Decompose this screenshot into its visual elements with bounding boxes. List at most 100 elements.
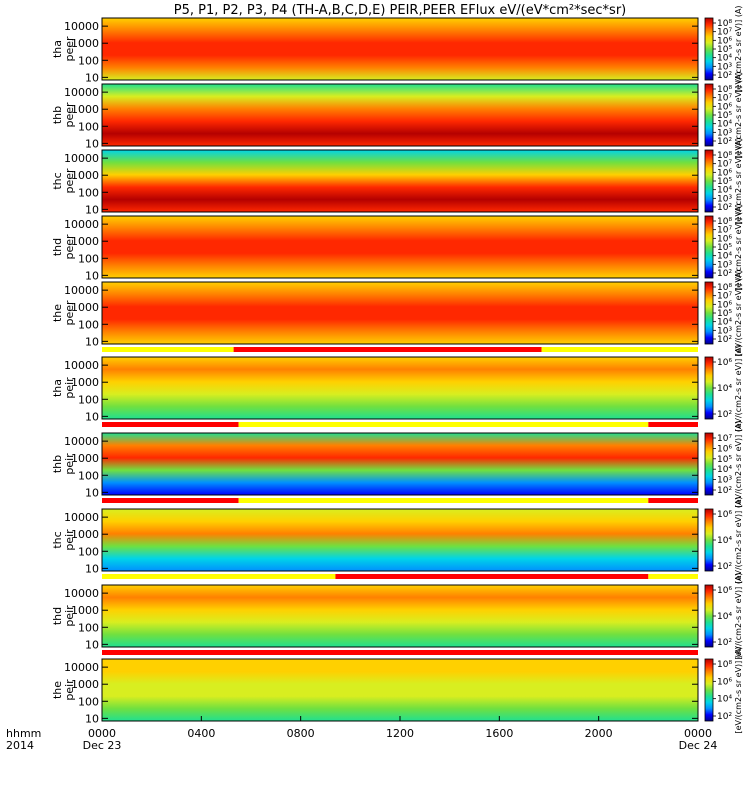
- colorbar-tick-label: 10⁵: [717, 309, 732, 319]
- panel-label-product: peir: [63, 679, 76, 701]
- colorbar-tick-label: 10⁶: [717, 36, 732, 46]
- colorbar-tick-label: 10⁵: [717, 45, 732, 55]
- colorbar-tick-label: 10²: [717, 486, 732, 496]
- spectrogram-heatmap: [102, 18, 698, 80]
- y-tick-label: 10: [85, 410, 99, 423]
- x-date-label: Dec 23: [83, 739, 122, 752]
- colorbar-tick-label: 10⁸: [717, 19, 732, 29]
- y-tick-label: 10: [85, 562, 99, 575]
- y-tick-label: 10000: [64, 511, 99, 524]
- status-bar-yellow: [102, 347, 234, 352]
- panel-label-probe: tha: [51, 40, 64, 58]
- colorbar-tick-label: 10²: [717, 712, 732, 722]
- y-tick-label: 10: [85, 486, 99, 499]
- y-tick-label: 1000: [71, 452, 99, 465]
- x-row-label: hhmm: [6, 727, 41, 740]
- y-tick-label: 10000: [64, 284, 99, 297]
- y-tick-label: 1000: [71, 169, 99, 182]
- colorbar-tick-label: 10⁵: [717, 243, 732, 253]
- status-bar-yellow: [541, 347, 698, 352]
- panel-label-probe: thb: [51, 106, 64, 124]
- spectrogram-heatmap: [102, 659, 698, 721]
- panel-label-product: peer: [63, 36, 76, 62]
- spectrogram-heatmap: [102, 282, 698, 344]
- panel-label-probe: thc: [51, 531, 64, 548]
- colorbar-tick-label: 10⁵: [717, 177, 732, 187]
- colorbar-tick-label: 10³: [717, 260, 732, 270]
- colorbar-tick-label: 10²: [717, 203, 732, 213]
- colorbar: [704, 281, 714, 345]
- y-tick-label: 100: [78, 252, 99, 265]
- colorbar-unit-label: [eV/(cm2-s sr eV)] (A): [734, 5, 743, 92]
- panel-label-product: peir: [63, 529, 76, 551]
- y-tick-label: 1000: [71, 103, 99, 116]
- y-tick-label: 10: [85, 269, 99, 282]
- y-tick-label: 1000: [71, 528, 99, 541]
- spectrogram-heatmap: [102, 84, 698, 146]
- panel-frame: [101, 17, 699, 81]
- x-tick-label: 0000: [88, 727, 116, 740]
- panel-label-product: peir: [63, 605, 76, 627]
- colorbar-unit-label: [eV/(cm2-s sr eV)] (A): [734, 496, 743, 583]
- y-tick-label: 10: [85, 137, 99, 150]
- panel-label-product: peir: [63, 377, 76, 399]
- panel-frame: [101, 356, 699, 420]
- panel-frame: [101, 215, 699, 279]
- colorbar-tick-label: 10⁷: [717, 292, 732, 302]
- status-bar-red: [102, 498, 239, 503]
- panel-label-probe: thd: [51, 238, 64, 256]
- colorbar-tick-label: 10⁸: [717, 217, 732, 227]
- y-tick-label: 100: [78, 695, 99, 708]
- colorbar-unit-label: [eV/(cm2-s sr eV)] (A): [734, 203, 743, 290]
- panel-frame: [101, 83, 699, 147]
- colorbar-tick-label: 10⁴: [717, 612, 732, 622]
- colorbar: [704, 432, 714, 496]
- y-tick-label: 10000: [64, 587, 99, 600]
- colorbar-tick-label: 10³: [717, 194, 732, 204]
- colorbar-tick-label: 10⁶: [717, 358, 732, 368]
- colorbar-tick-label: 10⁵: [717, 111, 732, 121]
- y-tick-label: 1000: [71, 37, 99, 50]
- colorbar-tick-label: 10⁶: [717, 677, 732, 687]
- panel-frame: [101, 149, 699, 213]
- x-tick-label: 0000: [684, 727, 712, 740]
- y-tick-label: 100: [78, 318, 99, 331]
- colorbar-tick-label: 10⁶: [717, 586, 732, 596]
- colorbar-tick-label: 10⁴: [717, 536, 732, 546]
- panel-label-product: peir: [63, 453, 76, 475]
- colorbar-unit-label: [eV/(cm2-s sr eV)] (A): [734, 269, 743, 356]
- y-tick-label: 10: [85, 638, 99, 651]
- y-tick-label: 10000: [64, 20, 99, 33]
- spectrogram-heatmap: [102, 216, 698, 278]
- colorbar: [704, 17, 714, 81]
- x-tick-label: 2000: [585, 727, 613, 740]
- status-bar-red: [335, 574, 649, 579]
- colorbar-tick-label: 10²: [717, 410, 732, 420]
- y-tick-label: 100: [78, 186, 99, 199]
- colorbar-tick-label: 10⁴: [717, 384, 732, 394]
- colorbar-tick-label: 10⁸: [717, 151, 732, 161]
- panel-label-product: peer: [63, 168, 76, 194]
- colorbar-tick-label: 10⁸: [717, 660, 732, 670]
- colorbar-tick-label: 10⁷: [717, 434, 732, 444]
- status-bar-yellow: [102, 574, 336, 579]
- panel-label-probe: thd: [51, 607, 64, 625]
- x-row-label: 2014: [6, 739, 34, 752]
- colorbar-tick-label: 10⁴: [717, 695, 732, 705]
- y-tick-label: 10: [85, 71, 99, 84]
- colorbar-tick-label: 10⁴: [717, 54, 732, 64]
- colorbar-tick-label: 10⁴: [717, 186, 732, 196]
- colorbar-unit-label: [eV/(cm2-s sr eV)] (A): [734, 646, 743, 733]
- panel-label-product: peer: [63, 102, 76, 128]
- colorbar-tick-label: 10⁶: [717, 300, 732, 310]
- colorbar-tick-label: 10⁶: [717, 510, 732, 520]
- y-tick-label: 10000: [64, 152, 99, 165]
- y-tick-label: 1000: [71, 604, 99, 617]
- spectrogram-heatmap: [102, 150, 698, 212]
- y-tick-label: 100: [78, 120, 99, 133]
